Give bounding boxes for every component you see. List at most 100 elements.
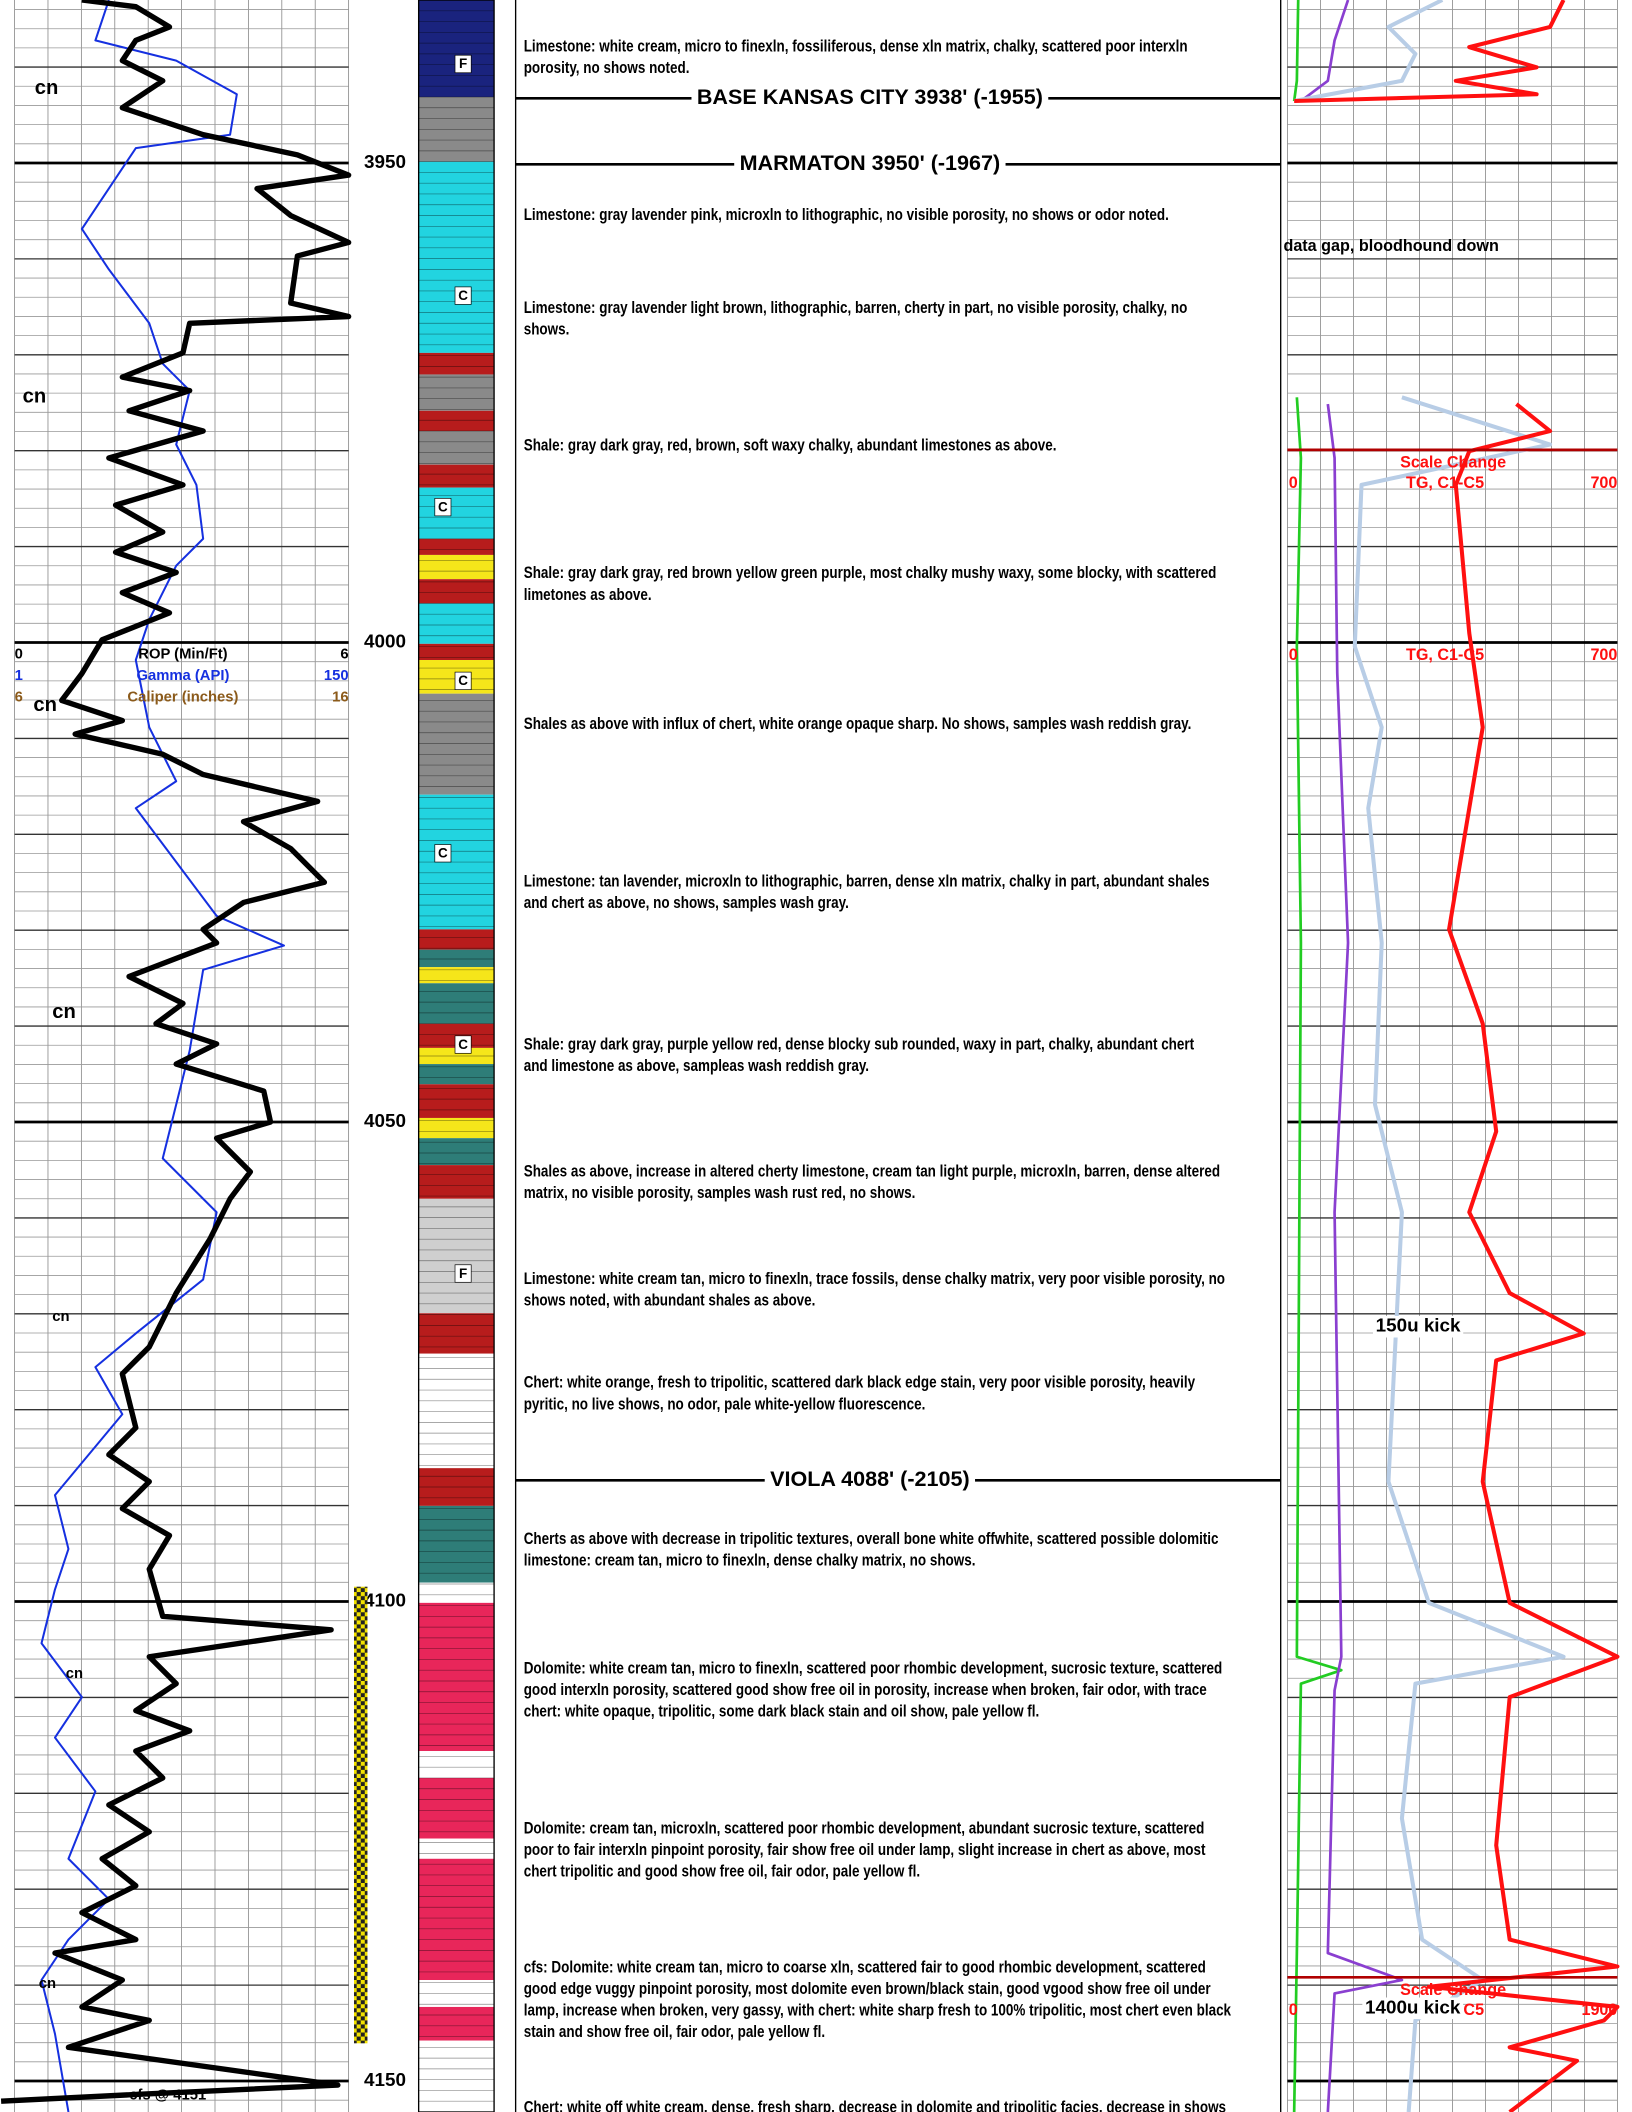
lithology-bed (418, 1751, 495, 1778)
curve-note: cn (66, 1666, 83, 1682)
curve-note: cn (52, 1001, 76, 1023)
kick-bg (1372, 1315, 1464, 1338)
formation-top-bg (734, 152, 1006, 177)
lithology-bed (418, 1165, 495, 1199)
description-line: Limestone: tan lavender, microxln to lit… (524, 872, 1210, 891)
lithology-bed (418, 1858, 495, 1980)
track-scale-min: 1 (15, 668, 23, 684)
cored-interval (354, 1586, 368, 2044)
description-line: porosity, no shows noted. (524, 59, 690, 78)
scale-min: 0 (1289, 646, 1298, 664)
lithology-bed (418, 1353, 495, 1469)
depth-label: 4050 (364, 1110, 406, 1131)
description-line: chert: white opaque, tripolitic, some da… (524, 1702, 1040, 1721)
description-line: stain and show free oil, fair odor, pale… (524, 2023, 825, 2042)
lithology-symbol-box (434, 498, 452, 517)
lithology-bed (418, 1468, 495, 1506)
lithology-bed (418, 643, 495, 660)
description-line: and limestone as above, sampleas wash re… (524, 1057, 869, 1076)
description-line: Shale: gray dark gray, purple yellow red… (524, 1035, 1194, 1054)
lithology-symbol: C (438, 846, 448, 861)
track-scale-name: Gamma (API) (136, 668, 229, 684)
description-line: Shales as above with influx of chert, wh… (524, 715, 1192, 734)
track-scale-min: 0 (15, 647, 23, 663)
lithology-bed (418, 1198, 495, 1314)
curve-note: cn (39, 1976, 56, 1992)
curve-note: cn (52, 1309, 69, 1325)
lithology-bed (418, 794, 495, 930)
description-line: Limestone: gray lavender pink, microxln … (524, 206, 1169, 225)
lithology-bed (418, 1117, 495, 1139)
data-gap-note: data gap, bloodhound down (1283, 237, 1498, 255)
rop-curve (0, 0, 352, 2104)
description-line: cfs: Dolomite: white cream tan, micro to… (524, 1958, 1206, 1977)
description-line: Limestone: gray lavender light brown, li… (524, 299, 1188, 318)
depth-label: 4100 (364, 1589, 406, 1610)
scale-min: 0 (1289, 2001, 1298, 2019)
description-line: good interxln porosity, scattered good s… (524, 1681, 1207, 1700)
lithology-symbol-box (454, 54, 472, 74)
track-scale-max: 150 (324, 668, 349, 684)
description-line: Chert: white off white cream, dense, fre… (524, 2098, 1226, 2112)
lithology-bed (418, 431, 495, 465)
depth-label: 4000 (364, 630, 406, 651)
gamma-curve (40, 0, 285, 2112)
scale-max: 1900 (1581, 2001, 1617, 2019)
depth-label: 3950 (364, 151, 406, 172)
lithology-bed (418, 554, 495, 580)
lithology-symbol: F (459, 1266, 467, 1281)
lithology-symbol-box (454, 1035, 472, 1054)
track-scale-max: 6 (340, 647, 348, 663)
lithology-bed (418, 464, 495, 488)
lithology-symbol: C (458, 673, 468, 688)
description-line: Cherts as above with decrease in tripoli… (524, 1530, 1219, 1549)
description-line: Shale: gray dark gray, red brown yellow … (524, 564, 1217, 583)
lithology-bed (418, 1582, 495, 1603)
gas-red (1426, 402, 1620, 2112)
lithology-bed (418, 410, 495, 432)
lithology-bed (418, 1313, 495, 1354)
description-line: shows. (524, 320, 570, 339)
depth-label: 4150 (364, 2069, 406, 2090)
lithology-bed (418, 1505, 495, 1583)
gas-lightblue (1352, 395, 1566, 2112)
scale-change-note: Scale Change (1400, 454, 1506, 472)
curve-note: cn (23, 386, 47, 408)
lithology-bed (418, 487, 495, 539)
scale-change-note: Scale Change (1400, 1981, 1506, 1999)
description-line: limetones as above. (524, 585, 652, 604)
lithology-bed (418, 1602, 495, 1752)
gas-purple (1300, 0, 1350, 103)
kick-bg (1362, 1997, 1464, 2020)
lithology-symbol: C (458, 1037, 468, 1052)
lithology-bed (418, 538, 495, 555)
scale-max: 700 (1590, 474, 1617, 492)
track-scale-name: Caliper (inches) (127, 690, 238, 706)
lithology-bed (418, 1084, 495, 1118)
kick-note: 1400u kick (1365, 1996, 1461, 2017)
curve-note: cn (35, 77, 59, 99)
lithology-bed (418, 967, 495, 984)
cfs-label: cfs @ 4151' (129, 2088, 209, 2104)
lithology-symbol-box (454, 286, 472, 305)
gas-purple (1326, 403, 1404, 2112)
lithology-bed (418, 603, 495, 644)
description-line: shows noted, with abundant shales as abo… (524, 1291, 816, 1310)
lithology-bed (418, 0, 495, 97)
lithology-bed (418, 2040, 495, 2112)
lithology-symbol-box (454, 671, 472, 690)
lithology-bed (418, 352, 495, 375)
description-line: Shales as above, increase in altered che… (524, 1162, 1220, 1181)
lithology-bed (418, 374, 495, 411)
lithology-bed (418, 693, 495, 795)
lithology-bed (418, 929, 495, 950)
lithology-symbol: C (458, 288, 468, 303)
lithology-bed (418, 2006, 495, 2041)
description-line: Shale: gray dark gray, red, brown, soft … (524, 436, 1057, 455)
track-scale-min: 6 (15, 690, 23, 706)
track-scale-name: ROP (Min/Ft) (138, 647, 227, 663)
formation-top-bg (764, 1468, 976, 1493)
description-line: Limestone: white cream, micro to finexln… (524, 37, 1188, 56)
formation-top: MARMATON 3950' (-1967) (740, 150, 1001, 175)
description-line: matrix, no visible porosity, samples was… (524, 1183, 916, 1202)
